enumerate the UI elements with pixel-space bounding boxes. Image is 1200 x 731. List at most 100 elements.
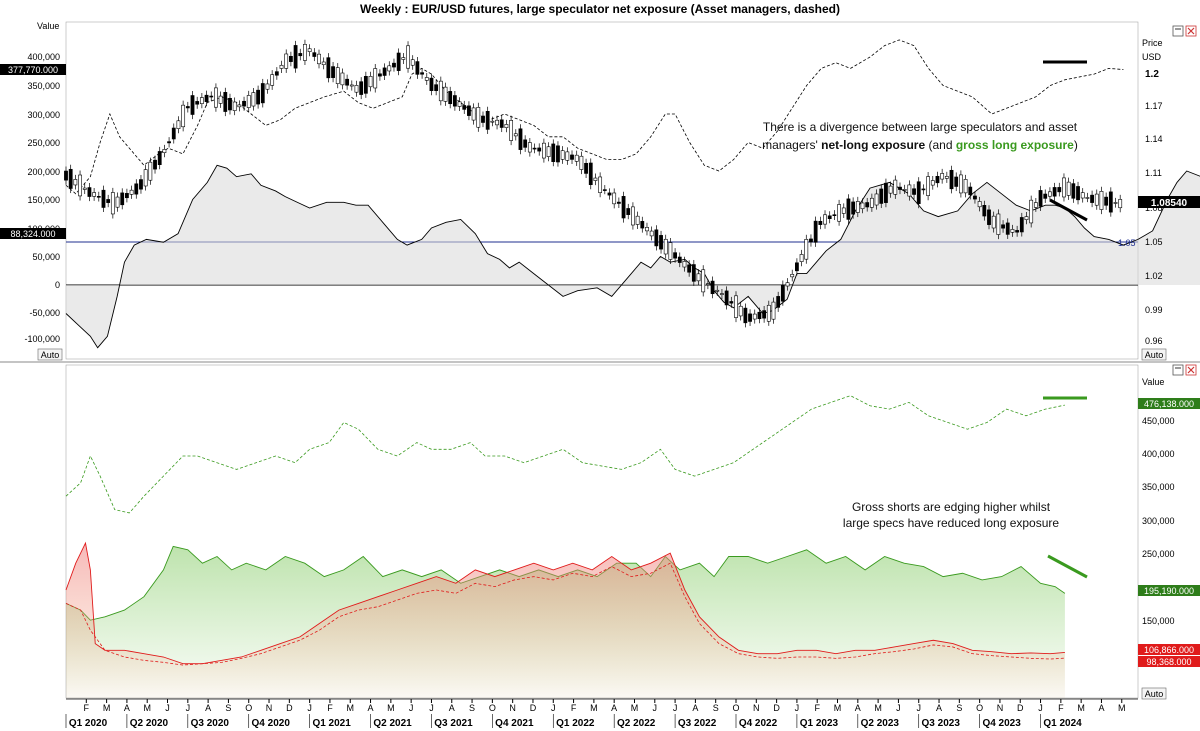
candle-body (640, 221, 645, 229)
candle-body (958, 174, 963, 194)
candle-body (846, 198, 851, 220)
candle-body (434, 84, 439, 92)
candle-body (560, 150, 565, 160)
candle-body (373, 68, 378, 89)
tick-50000: 50,000 (32, 252, 60, 262)
top-right-axis-title: Price (1142, 38, 1163, 48)
month-label: F (1058, 703, 1064, 713)
candle-body (902, 189, 907, 191)
candle-body (181, 104, 186, 128)
candle-body (120, 192, 125, 206)
candle-body (1033, 202, 1038, 208)
candle-body (884, 182, 888, 203)
month-label: N (753, 703, 760, 713)
quarter-label: Q4 2022 (739, 718, 778, 729)
btick-300000: 300,000 (1142, 516, 1175, 526)
candle-body (743, 307, 748, 324)
annotation-top-line2-d: gross long exposure (956, 138, 1074, 152)
chart-title: Weekly : EUR/USD futures, large speculat… (360, 2, 840, 16)
gross-short-line (65, 541, 1065, 665)
candle-body (818, 220, 823, 225)
candle-body (513, 133, 518, 137)
candle-body (265, 83, 270, 90)
candle-body (162, 149, 167, 154)
quarter-label: Q2 2020 (130, 718, 169, 729)
candle-body (406, 45, 410, 69)
candle-body (827, 215, 832, 220)
auto-button-top-left[interactable]: Auto (41, 350, 60, 360)
top-panel-controls (1172, 25, 1197, 37)
quarter-label: Q4 2023 (982, 718, 1021, 729)
candle-body (1005, 222, 1010, 235)
candle-body (729, 301, 734, 304)
auto-button-top-right[interactable]: Auto (1145, 350, 1164, 360)
top-series-group (65, 39, 1200, 349)
candle-body (139, 179, 143, 190)
month-label: M (631, 703, 639, 713)
bottom-panel: Value 450,000 400,000 350,000 300,000 25… (65, 364, 1200, 700)
badge-left-top: 377,770.000 (8, 65, 58, 75)
candle-body (626, 208, 631, 215)
candle-body (921, 188, 926, 191)
candle-body (317, 53, 321, 65)
candle-body (687, 264, 692, 273)
candle-body (663, 238, 668, 255)
auto-button-bottom-bg[interactable] (1141, 687, 1167, 700)
tick-1-2: 1.2 (1145, 69, 1159, 80)
month-label: A (855, 703, 861, 713)
candle-body (724, 290, 729, 306)
candle-body (284, 53, 289, 69)
candle-body (542, 142, 546, 159)
month-label: D (1017, 703, 1024, 713)
candle-body (982, 205, 987, 217)
candle-body (588, 162, 593, 186)
month-label: A (936, 703, 942, 713)
candle-body (279, 64, 284, 69)
month-label: A (449, 703, 455, 713)
candle-body (190, 95, 195, 115)
candle-body (354, 85, 359, 93)
month-label: D (286, 703, 293, 713)
candle-body (321, 61, 326, 66)
top-left-ticks: 400,000 350,000 300,000 250,000 200,000 … (24, 52, 60, 344)
candle-body (1019, 217, 1024, 233)
badge-right-price-bg (1138, 196, 1200, 208)
minimize-icon[interactable] (1172, 25, 1184, 37)
tick-1-11: 1.11 (1145, 168, 1162, 178)
candle-body (232, 101, 237, 111)
auto-button-bottom[interactable]: Auto (1145, 689, 1164, 699)
candle-body (780, 284, 785, 302)
candle-body (1076, 186, 1080, 201)
net-long-area-fill (66, 165, 1200, 348)
candle-body (490, 120, 495, 123)
candle-body (837, 204, 841, 222)
tick-0-99: 0.99 (1145, 305, 1163, 315)
btick-250000: 250,000 (1142, 549, 1175, 559)
month-label: J (795, 703, 800, 713)
candle-body (396, 52, 401, 71)
auto-button-top-left-bg[interactable] (37, 348, 63, 361)
candle-body (92, 192, 97, 197)
candle-body (954, 176, 959, 187)
minimize-icon[interactable] (1172, 364, 1184, 376)
candle-body (944, 176, 949, 179)
candle-body (228, 97, 232, 111)
badge-short-1: 106,866.000 (1144, 645, 1194, 655)
candle-body (593, 177, 598, 181)
tick-0-96: 0.96 (1145, 336, 1163, 346)
candle-body (1090, 194, 1094, 203)
candle-body (832, 214, 837, 216)
month-label: O (732, 703, 739, 713)
auto-button-top-right-bg[interactable] (1141, 348, 1167, 361)
candle-body (570, 154, 574, 160)
candle-body (766, 304, 771, 322)
candle-body (251, 92, 256, 107)
candle-body (68, 168, 73, 189)
month-label: M (103, 703, 111, 713)
candle-body (115, 196, 120, 208)
candle-body (584, 162, 588, 174)
badge-left-top-bg (0, 64, 66, 75)
candle-body (274, 71, 279, 76)
candle-body (199, 97, 204, 104)
candle-body (307, 48, 312, 52)
